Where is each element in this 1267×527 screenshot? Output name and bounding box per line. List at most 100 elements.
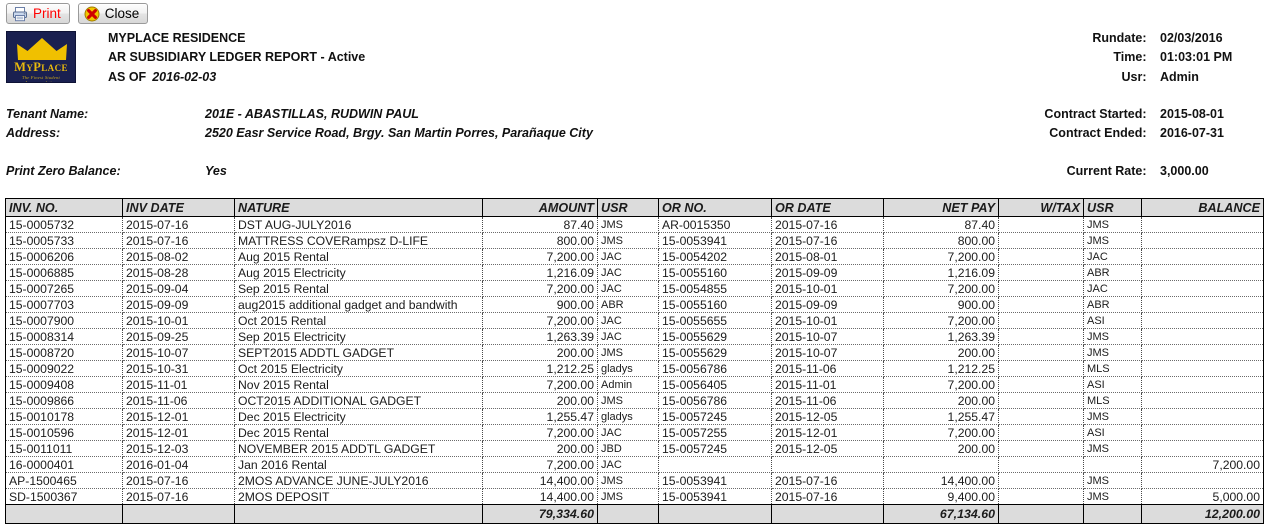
as-of-line: AS OF 2016-02-03 bbox=[108, 68, 365, 87]
table-row[interactable]: 15-0009022 2015-10-31 Oct 2015 Electricity… bbox=[5, 360, 1264, 377]
print-button[interactable]: Print bbox=[6, 3, 70, 24]
total-net-pay-7: 67,134.60 bbox=[883, 504, 999, 524]
col-header-usr-9[interactable]: USR bbox=[1083, 198, 1142, 217]
cell-usr-4: JAC bbox=[597, 424, 659, 441]
cell-inv-no-0: 15-0011011 bbox=[5, 440, 123, 457]
cell-balance-10 bbox=[1141, 360, 1264, 377]
cell-usr-9 bbox=[1083, 456, 1142, 473]
cell-inv-no-0: 15-0006206 bbox=[5, 248, 123, 265]
cell-balance-10 bbox=[1141, 264, 1264, 281]
table-row[interactable]: 15-0005733 2015-07-16 MATTRESS COVERampsz … bbox=[5, 232, 1264, 249]
cell-inv-date-1: 2015-11-01 bbox=[122, 376, 235, 393]
cell-or-date-6: 2015-12-05 bbox=[771, 440, 884, 457]
table-row[interactable]: 15-0010596 2015-12-01 Dec 2015 Rental 7,200… bbox=[5, 424, 1264, 441]
cell-amount-3: 7,200.00 bbox=[482, 312, 598, 329]
table-row[interactable]: 15-0008314 2015-09-25 Sep 2015 Electricity… bbox=[5, 328, 1264, 345]
table-row[interactable]: 15-0006206 2015-08-02 Aug 2015 Rental 7,200… bbox=[5, 248, 1264, 265]
table-row[interactable]: 15-0007265 2015-09-04 Sep 2015 Rental 7,200… bbox=[5, 280, 1264, 297]
col-header-inv-date-1[interactable]: INV DATE bbox=[122, 198, 235, 217]
total-or-no-5 bbox=[658, 504, 772, 524]
cell-usr-4: JMS bbox=[597, 392, 659, 409]
cell-or-date-6: 2015-09-09 bbox=[771, 264, 884, 281]
col-header-net-pay-7[interactable]: NET PAY bbox=[883, 198, 999, 217]
table-row[interactable]: AP-1500465 2015-07-16 2MOS ADVANCE JUNE-JU… bbox=[5, 472, 1264, 489]
cell-usr-9: ASI bbox=[1083, 376, 1142, 393]
print-zero-value: Yes bbox=[205, 164, 227, 178]
cell-nature-2: 2MOS ADVANCE JUNE-JULY2016 bbox=[234, 472, 483, 489]
cell-or-no-5: 15-0055629 bbox=[658, 328, 772, 345]
cell-w-tax-8 bbox=[998, 456, 1084, 473]
cell-net-pay-7: 7,200.00 bbox=[883, 376, 999, 393]
rundate-label: Rundate: bbox=[1092, 31, 1147, 45]
col-header-amount-3[interactable]: AMOUNT bbox=[482, 198, 598, 217]
cell-or-date-6: 2015-10-07 bbox=[771, 344, 884, 361]
cell-usr-4: JAC bbox=[597, 280, 659, 297]
print-button-label: Print bbox=[33, 6, 61, 21]
cell-net-pay-7: 7,200.00 bbox=[883, 312, 999, 329]
total-nature-2 bbox=[234, 504, 483, 524]
total-inv-date-1 bbox=[122, 504, 235, 524]
cell-usr-4: JAC bbox=[597, 312, 659, 329]
cell-usr-9: MLS bbox=[1083, 392, 1142, 409]
cell-w-tax-8 bbox=[998, 216, 1084, 233]
report-toolbar: Print Close bbox=[0, 0, 1267, 27]
col-header-balance-10[interactable]: BALANCE bbox=[1141, 198, 1264, 217]
cell-usr-4: JMS bbox=[597, 232, 659, 249]
cell-or-date-6: 2015-07-16 bbox=[771, 488, 884, 505]
cell-or-no-5: 15-0054202 bbox=[658, 248, 772, 265]
table-row[interactable]: 15-0007900 2015-10-01 Oct 2015 Rental 7,200… bbox=[5, 312, 1264, 329]
col-header-usr-4[interactable]: USR bbox=[597, 198, 659, 217]
cell-or-no-5: 15-0053941 bbox=[658, 488, 772, 505]
cell-usr-4: gladys bbox=[597, 360, 659, 377]
cell-or-no-5: AR-0015350 bbox=[658, 216, 772, 233]
cell-net-pay-7: 800.00 bbox=[883, 232, 999, 249]
cell-w-tax-8 bbox=[998, 328, 1084, 345]
cell-inv-no-0: 15-0008720 bbox=[5, 344, 123, 361]
table-row[interactable]: 15-0005732 2015-07-16 DST AUG-JULY2016 87.4… bbox=[5, 216, 1264, 233]
col-header-inv-no-0[interactable]: INV. NO. bbox=[5, 198, 123, 217]
cell-w-tax-8 bbox=[998, 232, 1084, 249]
table-row[interactable]: 15-0009866 2015-11-06 OCT2015 ADDITIONAL G… bbox=[5, 392, 1264, 409]
cell-inv-no-0: 15-0009408 bbox=[5, 376, 123, 393]
table-row[interactable]: 15-0007703 2015-09-09 aug2015 additional g… bbox=[5, 296, 1264, 313]
printer-icon bbox=[12, 6, 28, 22]
cell-nature-2: Aug 2015 Rental bbox=[234, 248, 483, 265]
cell-amount-3: 7,200.00 bbox=[482, 424, 598, 441]
close-button[interactable]: Close bbox=[77, 3, 149, 24]
col-header-or-date-6[interactable]: OR DATE bbox=[771, 198, 884, 217]
cell-usr-4: Admin bbox=[597, 376, 659, 393]
time-row: Time: 01:03:01 PM bbox=[1092, 48, 1258, 67]
cell-usr-9: JAC bbox=[1083, 280, 1142, 297]
table-row[interactable]: 15-0009408 2015-11-01 Nov 2015 Rental 7,200… bbox=[5, 376, 1264, 393]
col-header-nature-2[interactable]: NATURE bbox=[234, 198, 483, 217]
current-rate-value: 3,000.00 bbox=[1160, 164, 1209, 178]
ledger-table-body: 15-0005732 2015-07-16 DST AUG-JULY2016 87.4… bbox=[5, 216, 1264, 505]
as-of-label: AS OF bbox=[108, 69, 147, 84]
myplace-logo: MYPLACE The Finest Student Accommodation bbox=[6, 31, 76, 83]
table-row[interactable]: SD-1500367 2015-07-16 2MOS DEPOSIT 14,400.0… bbox=[5, 488, 1264, 505]
cell-net-pay-7: 1,255.47 bbox=[883, 408, 999, 425]
cell-or-no-5: 15-0056786 bbox=[658, 360, 772, 377]
cell-or-date-6: 2015-12-05 bbox=[771, 408, 884, 425]
table-row[interactable]: 15-0010178 2015-12-01 Dec 2015 Electricity… bbox=[5, 408, 1264, 425]
cell-nature-2: Oct 2015 Rental bbox=[234, 312, 483, 329]
report-title: AR SUBSIDIARY LEDGER REPORT - Active bbox=[108, 50, 366, 65]
table-row[interactable]: 15-0008720 2015-10-07 SEPT2015 ADDTL GADGE… bbox=[5, 344, 1264, 361]
cell-inv-no-0: 15-0006885 bbox=[5, 264, 123, 281]
cell-amount-3: 200.00 bbox=[482, 440, 598, 457]
cell-or-date-6: 2015-10-07 bbox=[771, 328, 884, 345]
col-header-w-tax-8[interactable]: W/TAX bbox=[998, 198, 1084, 217]
table-row[interactable]: 15-0006885 2015-08-28 Aug 2015 Electricity… bbox=[5, 264, 1264, 281]
cell-inv-date-1: 2015-09-25 bbox=[122, 328, 235, 345]
current-rate-label: Current Rate: bbox=[1066, 164, 1147, 178]
table-row[interactable]: 16-0000401 2016-01-04 Jan 2016 Rental 7,200… bbox=[5, 456, 1264, 473]
total-usr-9 bbox=[1083, 504, 1142, 524]
cell-inv-no-0: 15-0009866 bbox=[5, 392, 123, 409]
col-header-or-no-5[interactable]: OR NO. bbox=[658, 198, 772, 217]
contract-ended-row: Contract Ended: 2016-07-31 bbox=[1049, 126, 1258, 140]
cell-usr-9: JMS bbox=[1083, 216, 1142, 233]
cell-or-date-6: 2015-08-01 bbox=[771, 248, 884, 265]
cell-balance-10 bbox=[1141, 248, 1264, 265]
tenant-info-block: Tenant Name: 201E - ABASTILLAS, RUDWIN P… bbox=[0, 105, 1267, 190]
table-row[interactable]: 15-0011011 2015-12-03 NOVEMBER 2015 ADDTL … bbox=[5, 440, 1264, 457]
